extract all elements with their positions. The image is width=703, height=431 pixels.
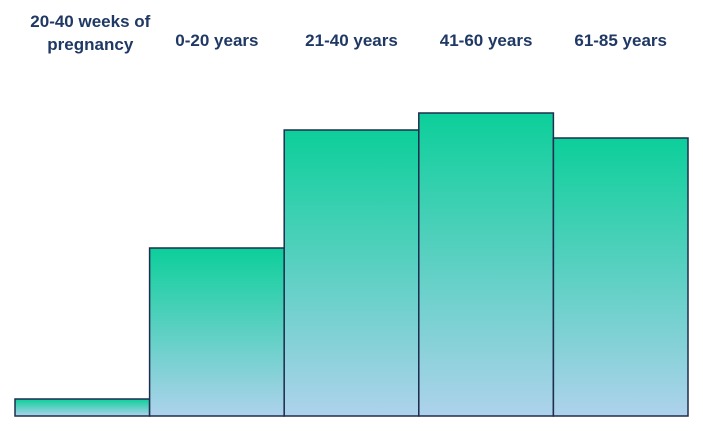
bar	[418, 112, 555, 417]
category-label: 0-20 years	[175, 31, 259, 50]
bar	[552, 137, 689, 417]
bar	[283, 129, 420, 417]
category-label: 21-40 years	[305, 31, 398, 50]
bar	[14, 398, 151, 417]
category-label: 20-40 weeks of pregnancy	[30, 12, 151, 54]
category-label: 41-60 years	[439, 31, 533, 50]
bar	[148, 247, 285, 417]
category-label: 61-85 years	[574, 31, 667, 50]
